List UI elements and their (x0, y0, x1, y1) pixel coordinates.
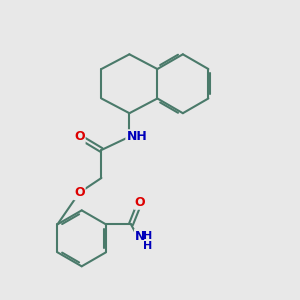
Text: O: O (74, 186, 85, 199)
Text: N: N (135, 230, 145, 243)
Text: O: O (74, 130, 85, 143)
Text: O: O (134, 196, 145, 209)
Text: H: H (143, 242, 153, 251)
Text: NH: NH (126, 130, 147, 143)
Text: H: H (143, 231, 153, 241)
